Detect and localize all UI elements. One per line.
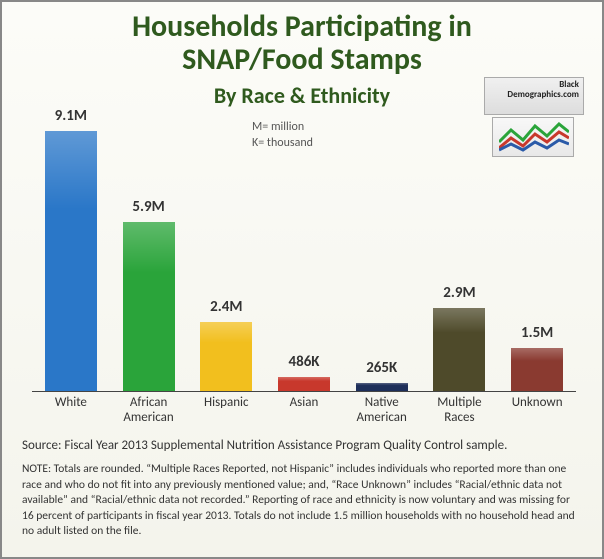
logo-text: BlackDemographics.com bbox=[507, 79, 579, 100]
bar-value-label: 486K bbox=[278, 353, 330, 371]
bar-value-label: 2.9M bbox=[433, 284, 485, 302]
source-text: Source: Fiscal Year 2013 Supplemental Nu… bbox=[22, 438, 507, 453]
bar-value-label: 2.4M bbox=[200, 298, 252, 316]
category-label: NativeAmerican bbox=[343, 396, 421, 426]
plot-area: 9.1M 5.9M 2.4M 486K 265K 2.9M 1.5M bbox=[32, 101, 576, 392]
category-label: MultipleRaces bbox=[421, 396, 499, 426]
bar-value-label: 265K bbox=[356, 359, 408, 377]
title-line1: Households Participating in bbox=[132, 8, 472, 45]
category-label: White bbox=[32, 396, 110, 411]
chart-frame: Households Participating in SNAP/Food St… bbox=[0, 0, 604, 559]
title-line2: SNAP/Food Stamps bbox=[182, 41, 422, 78]
bar-value-label: 5.9M bbox=[123, 198, 175, 216]
bar-value-label: 1.5M bbox=[511, 324, 563, 342]
category-label: Asian bbox=[265, 396, 343, 411]
category-axis: WhiteAfricanAmericanHispanicAsianNativeA… bbox=[32, 394, 576, 432]
bar: 5.9M bbox=[123, 222, 175, 391]
footnote: NOTE: Totals are rounded. “Multiple Race… bbox=[22, 462, 582, 540]
category-label: Hispanic bbox=[187, 396, 265, 411]
bar: 2.4M bbox=[200, 322, 252, 391]
category-label: Unknown bbox=[498, 396, 576, 411]
bar-value-label: 9.1M bbox=[45, 107, 97, 125]
bar: 486K bbox=[278, 377, 330, 391]
bar-chart: 9.1M 5.9M 2.4M 486K 265K 2.9M 1.5M WhiteAfrica… bbox=[32, 102, 576, 432]
chart-title: Households Participating in SNAP/Food St… bbox=[2, 10, 602, 76]
category-label: AfricanAmerican bbox=[110, 396, 188, 426]
bar: 9.1M bbox=[45, 131, 97, 391]
bar: 265K bbox=[356, 383, 408, 391]
bar: 1.5M bbox=[511, 348, 563, 391]
bar: 2.9M bbox=[433, 308, 485, 391]
